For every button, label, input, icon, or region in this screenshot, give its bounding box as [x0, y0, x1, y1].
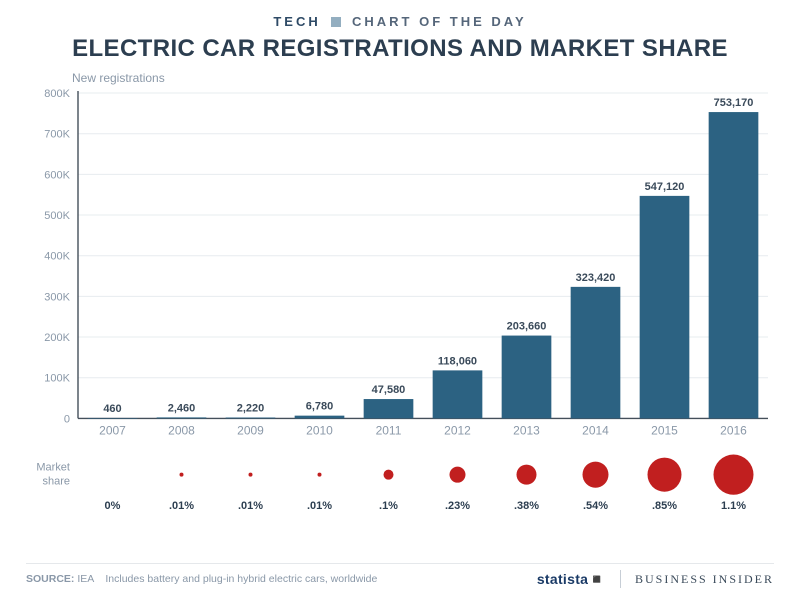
svg-text:203,660: 203,660 [507, 321, 547, 333]
svg-text:200K: 200K [44, 332, 70, 344]
business-insider-logo: BUSINESS INSIDER [635, 572, 774, 587]
svg-text:47,580: 47,580 [372, 384, 406, 396]
svg-text:460: 460 [103, 403, 121, 415]
svg-text:0%: 0% [105, 500, 121, 512]
svg-text:700K: 700K [44, 129, 70, 141]
svg-text:2014: 2014 [582, 423, 609, 437]
svg-text:1.1%: 1.1% [721, 500, 746, 512]
svg-text:.01%: .01% [307, 500, 332, 512]
svg-text:Market: Market [36, 462, 70, 474]
svg-text:300K: 300K [44, 291, 70, 303]
svg-text:2009: 2009 [237, 423, 264, 437]
brand-tech: TECH [273, 14, 320, 29]
source-value: IEA [77, 573, 93, 585]
footer: SOURCE: IEA Includes battery and plug-in… [26, 563, 774, 588]
svg-text:2011: 2011 [376, 423, 402, 437]
statista-logo: statista◾ [537, 571, 606, 588]
svg-text:323,420: 323,420 [576, 272, 616, 284]
svg-text:.01%: .01% [238, 500, 263, 512]
chart-card: TECH CHART OF THE DAY ELECTRIC CAR REGIS… [0, 0, 800, 600]
svg-text:2016: 2016 [720, 423, 747, 437]
svg-text:2012: 2012 [444, 423, 471, 437]
brand-cod: CHART OF THE DAY [352, 14, 527, 29]
footer-divider [620, 570, 621, 588]
svg-text:2007: 2007 [99, 423, 126, 437]
svg-text:.01%: .01% [169, 500, 194, 512]
svg-text:100K: 100K [44, 373, 70, 385]
svg-text:.38%: .38% [514, 500, 539, 512]
svg-text:.23%: .23% [445, 500, 470, 512]
footer-right: statista◾ BUSINESS INSIDER [537, 570, 774, 588]
svg-text:.54%: .54% [583, 500, 608, 512]
svg-text:2,460: 2,460 [168, 402, 196, 414]
svg-text:2010: 2010 [306, 423, 333, 437]
svg-text:2015: 2015 [651, 423, 678, 437]
brand-line: TECH CHART OF THE DAY [26, 14, 774, 29]
svg-text:800K: 800K [44, 88, 70, 100]
svg-text:500K: 500K [44, 210, 70, 222]
source-note: Includes battery and plug-in hybrid elec… [105, 573, 377, 585]
svg-text:2008: 2008 [168, 423, 195, 437]
svg-text:2,220: 2,220 [237, 402, 265, 414]
svg-text:600K: 600K [44, 169, 70, 181]
svg-text:0: 0 [64, 413, 70, 425]
brand-bar-icon [331, 17, 341, 27]
svg-text:share: share [42, 476, 70, 488]
chart-area: 0 100K 200K 300K 400K 500K 600K 700K 800K 460 2007… [26, 87, 774, 559]
source-label: SOURCE: [26, 573, 74, 585]
chart-title: ELECTRIC CAR REGISTRATIONS AND MARKET SH… [26, 35, 774, 63]
chart-subtitle: New registrations [72, 71, 774, 85]
svg-text:2013: 2013 [513, 423, 540, 437]
bar-chart: 0 100K 200K 300K 400K 500K 600K 700K 800K 460 2007… [26, 87, 774, 559]
svg-text:.1%: .1% [379, 500, 398, 512]
svg-text:.85%: .85% [652, 500, 677, 512]
footer-left: SOURCE: IEA Includes battery and plug-in… [26, 573, 377, 585]
svg-text:400K: 400K [44, 251, 70, 263]
svg-text:6,780: 6,780 [306, 401, 334, 413]
svg-text:547,120: 547,120 [645, 181, 685, 193]
svg-text:753,170: 753,170 [714, 97, 754, 109]
svg-text:118,060: 118,060 [438, 355, 477, 367]
